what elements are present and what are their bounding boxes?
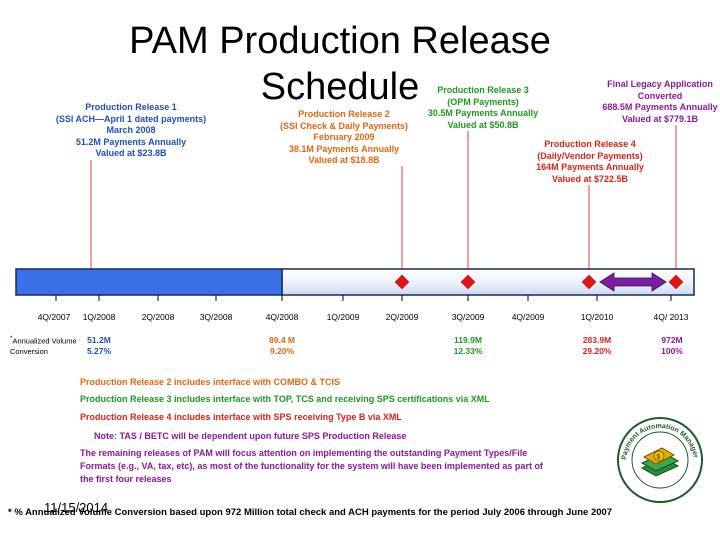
conversion-label-line-1: Annualized Volume	[12, 336, 77, 346]
callout-release-3-line: (OPM Payments)	[447, 96, 519, 107]
quarter-label: 1Q/2010	[580, 312, 614, 322]
note-remaining-line: The remaining releases of PAM will focus…	[80, 448, 528, 458]
conversion-label: *Annualized Volume Conversion	[10, 334, 77, 357]
callout-final-line: Converted	[637, 90, 683, 101]
conversion-amount: 972M	[661, 335, 683, 345]
quarter-label: 1Q/2009	[326, 312, 360, 322]
conversion-label-line-2: Conversion	[10, 346, 48, 356]
final-release-diamond	[668, 274, 684, 290]
conversion-amount: 283.9M	[582, 335, 612, 345]
release-2-diamond	[394, 274, 410, 290]
title-line-1: PAM Production Release	[129, 20, 551, 62]
note-release-2: Production Release 2 includes interface …	[80, 377, 341, 387]
callout-release-4-line: Production Release 4	[544, 139, 636, 149]
quarter-ticks	[55, 295, 672, 301]
conversion-value-release-2: 89.4 M 9.20%	[269, 335, 295, 357]
callout-release-4-line: Valued at $722.5B	[551, 173, 629, 184]
callout-release-2-line: February 2009	[313, 132, 375, 142]
note-release-4: Production Release 4 includes interface …	[80, 412, 402, 422]
quarter-label: 4Q/ 2013	[653, 312, 689, 322]
callout-release-3: Production Release 3 (OPM Payments) 30.5…	[418, 85, 548, 131]
conversion-percent: 12.33%	[453, 346, 483, 356]
release-4-diamond	[581, 274, 597, 290]
conversion-value-release-1: 51.2M 5.27%	[87, 335, 111, 357]
note-remaining-line: the first four releases	[80, 474, 172, 484]
quarter-label: 4Q/2007	[37, 312, 71, 322]
callout-release-3-line: 30.5M Payments Annually	[427, 108, 539, 118]
callout-release-1: Production Release 1 (SSI ACH—April 1 da…	[46, 102, 216, 160]
callout-final-line: Valued at $779.1B	[621, 113, 699, 124]
title-line-2: Schedule	[260, 66, 420, 108]
quarter-label: 3Q/2009	[451, 312, 485, 322]
note-remaining-releases: The remaining releases of PAM will focus…	[80, 447, 543, 486]
conversion-value-release-4: 283.9M 29.20%	[583, 335, 612, 357]
callout-release-4-line: 164M Payments Annually	[536, 162, 644, 172]
page-title: PAM Production Release Schedule	[60, 18, 620, 110]
conversion-amount: 119.9M	[454, 335, 482, 345]
quarter-label: 3Q/2008	[199, 312, 233, 322]
quarter-label: 1Q/2008	[82, 312, 116, 322]
svg-text:$: $	[657, 454, 661, 461]
callout-release-1-line: Valued at $23.8B	[95, 148, 167, 158]
conversion-amount: 51.2M	[87, 335, 111, 345]
transition-arrow	[599, 272, 667, 292]
conversion-percent: 5.27%	[86, 346, 112, 356]
callout-release-1-line: March 2008	[106, 125, 156, 135]
callout-release-3-line: Valued at $50.8B	[447, 119, 519, 130]
callout-release-2-line: (SSI Check & Daily Payments)	[279, 120, 409, 131]
timeline-bar-completed	[15, 268, 283, 296]
quarter-label: 2Q/2008	[141, 312, 175, 322]
conversion-percent: 29.20%	[582, 346, 612, 356]
quarter-label: 4Q/2008	[265, 312, 299, 322]
conversion-amount: 89.4 M	[269, 335, 295, 345]
conversion-value-final: 972M 100%	[661, 335, 683, 357]
callout-final-line: Final Legacy Application	[607, 79, 713, 89]
note-release-3: Production Release 3 includes interface …	[80, 394, 490, 404]
conversion-value-release-3: 119.9M 12.33%	[454, 335, 483, 357]
callout-release-4-line: (Daily/Vendor Payments)	[537, 150, 643, 161]
callout-release-1-line: 51.2M Payments Annually	[75, 136, 187, 147]
callout-final-release: Final Legacy Application Converted 688.5…	[598, 79, 720, 125]
callout-release-2: Production Release 2 (SSI Check & Daily …	[274, 109, 414, 167]
callout-release-4: Production Release 4 (Daily/Vendor Payme…	[530, 139, 650, 185]
note-remaining-line: Formats (e.g., VA, tax, etc), as most of…	[80, 461, 543, 471]
callout-release-2-line: Production Release 2	[298, 109, 390, 119]
quarter-label: 4Q/2009	[511, 312, 545, 322]
note-tas-betc: Note: TAS / BETC will be dependent upon …	[94, 431, 407, 441]
slide-date: 11/15/2014	[44, 500, 109, 515]
callout-release-2-line: 38.1M Payments Annually	[288, 143, 400, 154]
conversion-percent: 9.20%	[269, 346, 295, 356]
callout-final-line: 688.5M Payments Annually	[602, 102, 718, 112]
footnote-star: *	[10, 335, 13, 342]
footnote: * % Annualized Volume Conversion based u…	[8, 507, 613, 518]
quarter-label: 2Q/2009	[385, 312, 419, 322]
conversion-percent: 100%	[661, 346, 683, 356]
pam-logo: Payment Automation Manager $	[617, 417, 703, 503]
money-stack-icon: $	[640, 447, 680, 477]
callout-release-2-line: Valued at $18.8B	[308, 155, 380, 165]
release-3-diamond	[460, 274, 476, 290]
callout-release-1-line: (SSI ACH—April 1 dated payments)	[55, 113, 207, 124]
callout-release-3-line: Production Release 3	[437, 85, 529, 95]
callout-release-1-line: Production Release 1	[85, 102, 177, 112]
